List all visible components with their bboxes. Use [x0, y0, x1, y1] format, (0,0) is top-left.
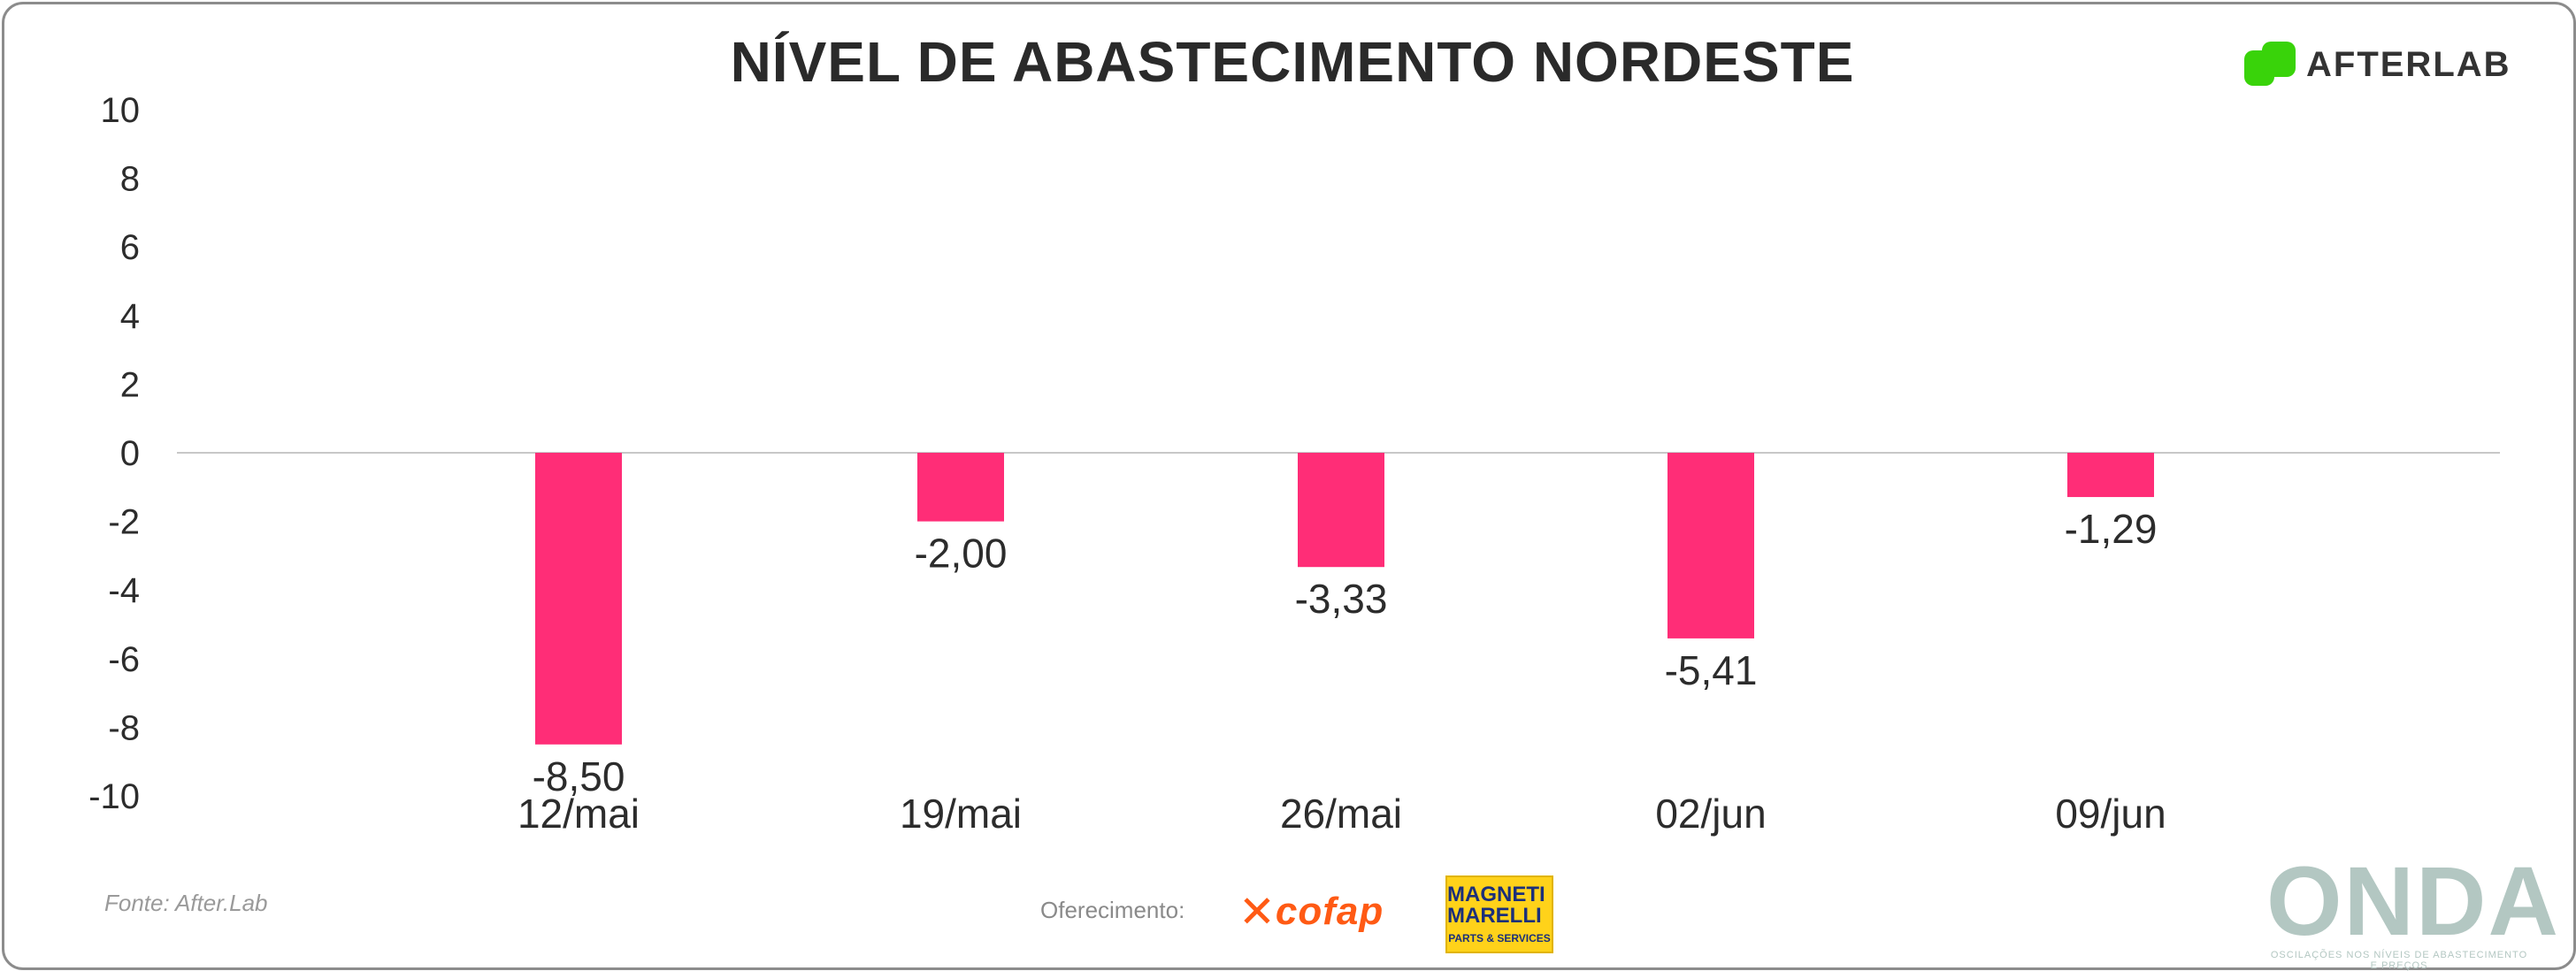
x-tick-label: 09/jun — [2055, 791, 2166, 837]
chart-title: NÍVEL DE ABASTECIMENTO NORDESTE — [730, 30, 1855, 94]
data-label: -5,41 — [1665, 647, 1758, 693]
bars — [535, 453, 2154, 745]
magneti-marelli-text: MAGNETI MARELLI — [1447, 883, 1545, 928]
cofap-text: cofap — [1275, 890, 1384, 933]
x-tick-label: 26/mai — [1280, 791, 1402, 837]
onda-tagline: OSCILAÇÕES NOS NÍVEIS DE ABASTECIMENTO E… — [2270, 950, 2528, 971]
cofap-mark-icon: ✕ — [1238, 887, 1276, 937]
y-tick-label: -8 — [108, 708, 140, 747]
y-tick-label: 0 — [120, 434, 140, 473]
afterlab-logo-text: AFTERLAB — [2306, 44, 2511, 84]
data-labels: -8,50 -2,00 -3,33 -5,41 -1,29 — [533, 506, 2158, 799]
sponsor-label: Oferecimento: — [1040, 897, 1185, 923]
bar — [917, 453, 1004, 522]
y-tick-label: -6 — [108, 640, 140, 679]
y-tick-label: 10 — [101, 91, 141, 130]
bar — [1298, 453, 1384, 568]
x-tick-label: 12/mai — [518, 791, 640, 837]
onda-logo: ONDA OSCILAÇÕES NOS NÍVEIS DE ABASTECIME… — [2266, 847, 2560, 971]
bar — [535, 453, 622, 745]
y-tick-label: 2 — [120, 365, 140, 404]
x-tick-label: 02/jun — [1655, 791, 1766, 837]
y-tick-label: -10 — [88, 777, 140, 816]
afterlab-logo: AFTERLAB — [2244, 38, 2511, 91]
afterlab-logo-icon — [2244, 42, 2296, 88]
x-axis: 12/mai 19/mai 26/mai 02/jun 09/jun — [518, 791, 2166, 837]
data-label: -3,33 — [1295, 576, 1388, 622]
magneti-marelli-logo: MAGNETI MARELLI PARTS & SERVICES — [1445, 875, 1553, 953]
data-label: -1,29 — [2065, 506, 2158, 552]
bar — [1668, 453, 1754, 638]
data-label: -8,50 — [533, 753, 625, 799]
y-tick-label: 6 — [120, 228, 140, 267]
x-tick-label: 19/mai — [900, 791, 1022, 837]
onda-wordmark: ONDA — [2266, 847, 2560, 956]
y-tick-label: -4 — [108, 571, 140, 610]
y-tick-label: -2 — [108, 503, 140, 542]
data-label: -2,00 — [915, 531, 1008, 577]
y-tick-label: 8 — [120, 160, 140, 199]
cofap-logo: ✕ cofap — [1238, 886, 1384, 937]
source-note: Fonte: After.Lab — [104, 890, 268, 916]
magneti-marelli-subtext: PARTS & SERVICES — [1448, 932, 1551, 944]
y-tick-label: 4 — [120, 297, 140, 336]
bar — [2067, 453, 2154, 498]
